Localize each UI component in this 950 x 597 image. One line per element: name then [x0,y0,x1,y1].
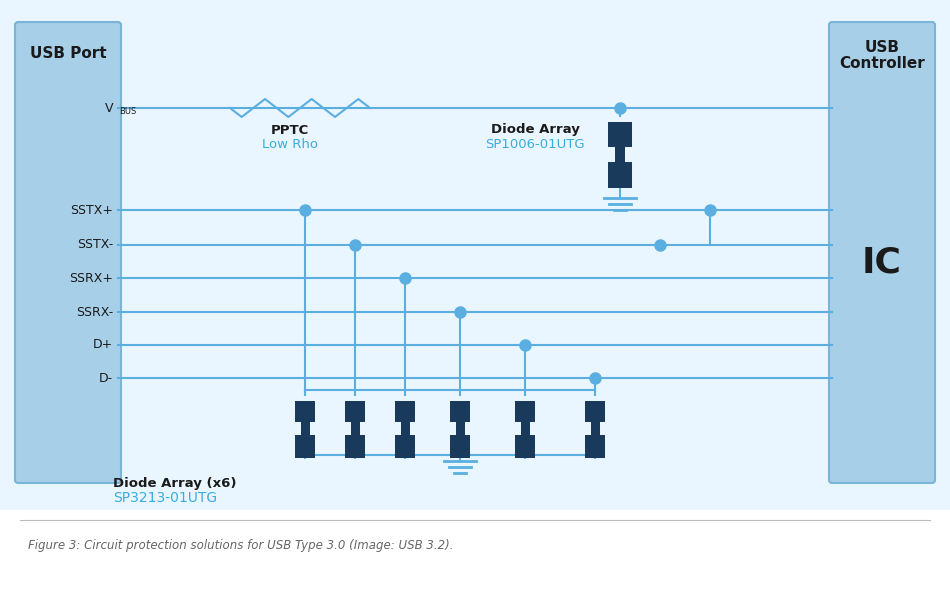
Bar [345,435,365,458]
Text: USB Port: USB Port [29,45,106,60]
Bar [401,422,410,435]
Bar [301,422,310,435]
Text: Diode Array: Diode Array [490,124,580,137]
FancyBboxPatch shape [829,22,935,483]
Text: V: V [104,101,113,115]
Bar [351,422,360,435]
Bar [395,401,415,422]
Text: SSTX-: SSTX- [77,238,113,251]
Bar [395,435,415,458]
Bar [608,162,632,188]
Text: SSRX+: SSRX+ [69,272,113,285]
Bar [450,401,470,422]
Text: USB: USB [864,39,900,54]
Bar [450,435,470,458]
FancyBboxPatch shape [15,22,121,483]
Bar [515,401,535,422]
Text: SP3213-01UTG: SP3213-01UTG [113,491,218,505]
Bar [585,435,605,458]
Bar [345,401,365,422]
Text: D+: D+ [93,338,113,352]
Bar [515,435,535,458]
Bar [591,422,600,435]
Bar [615,147,625,162]
Bar [295,435,315,458]
Text: Diode Array (x6): Diode Array (x6) [113,476,237,490]
Text: SP1006-01UTG: SP1006-01UTG [485,139,585,152]
Text: PPTC: PPTC [271,124,309,137]
Bar [295,401,315,422]
Text: SSTX+: SSTX+ [70,204,113,217]
Text: Low Rho: Low Rho [262,137,318,150]
Text: IC: IC [862,245,902,279]
Bar [608,122,632,147]
Bar [456,422,465,435]
Text: D-: D- [99,371,113,384]
Bar [521,422,530,435]
Bar [0,0,950,510]
Text: Controller: Controller [839,56,925,70]
Text: SSRX-: SSRX- [76,306,113,319]
Text: BUS: BUS [119,106,136,115]
Bar [585,401,605,422]
Text: Figure 3: Circuit protection solutions for USB Type 3.0 (Image: USB 3.2).: Figure 3: Circuit protection solutions f… [28,538,453,552]
